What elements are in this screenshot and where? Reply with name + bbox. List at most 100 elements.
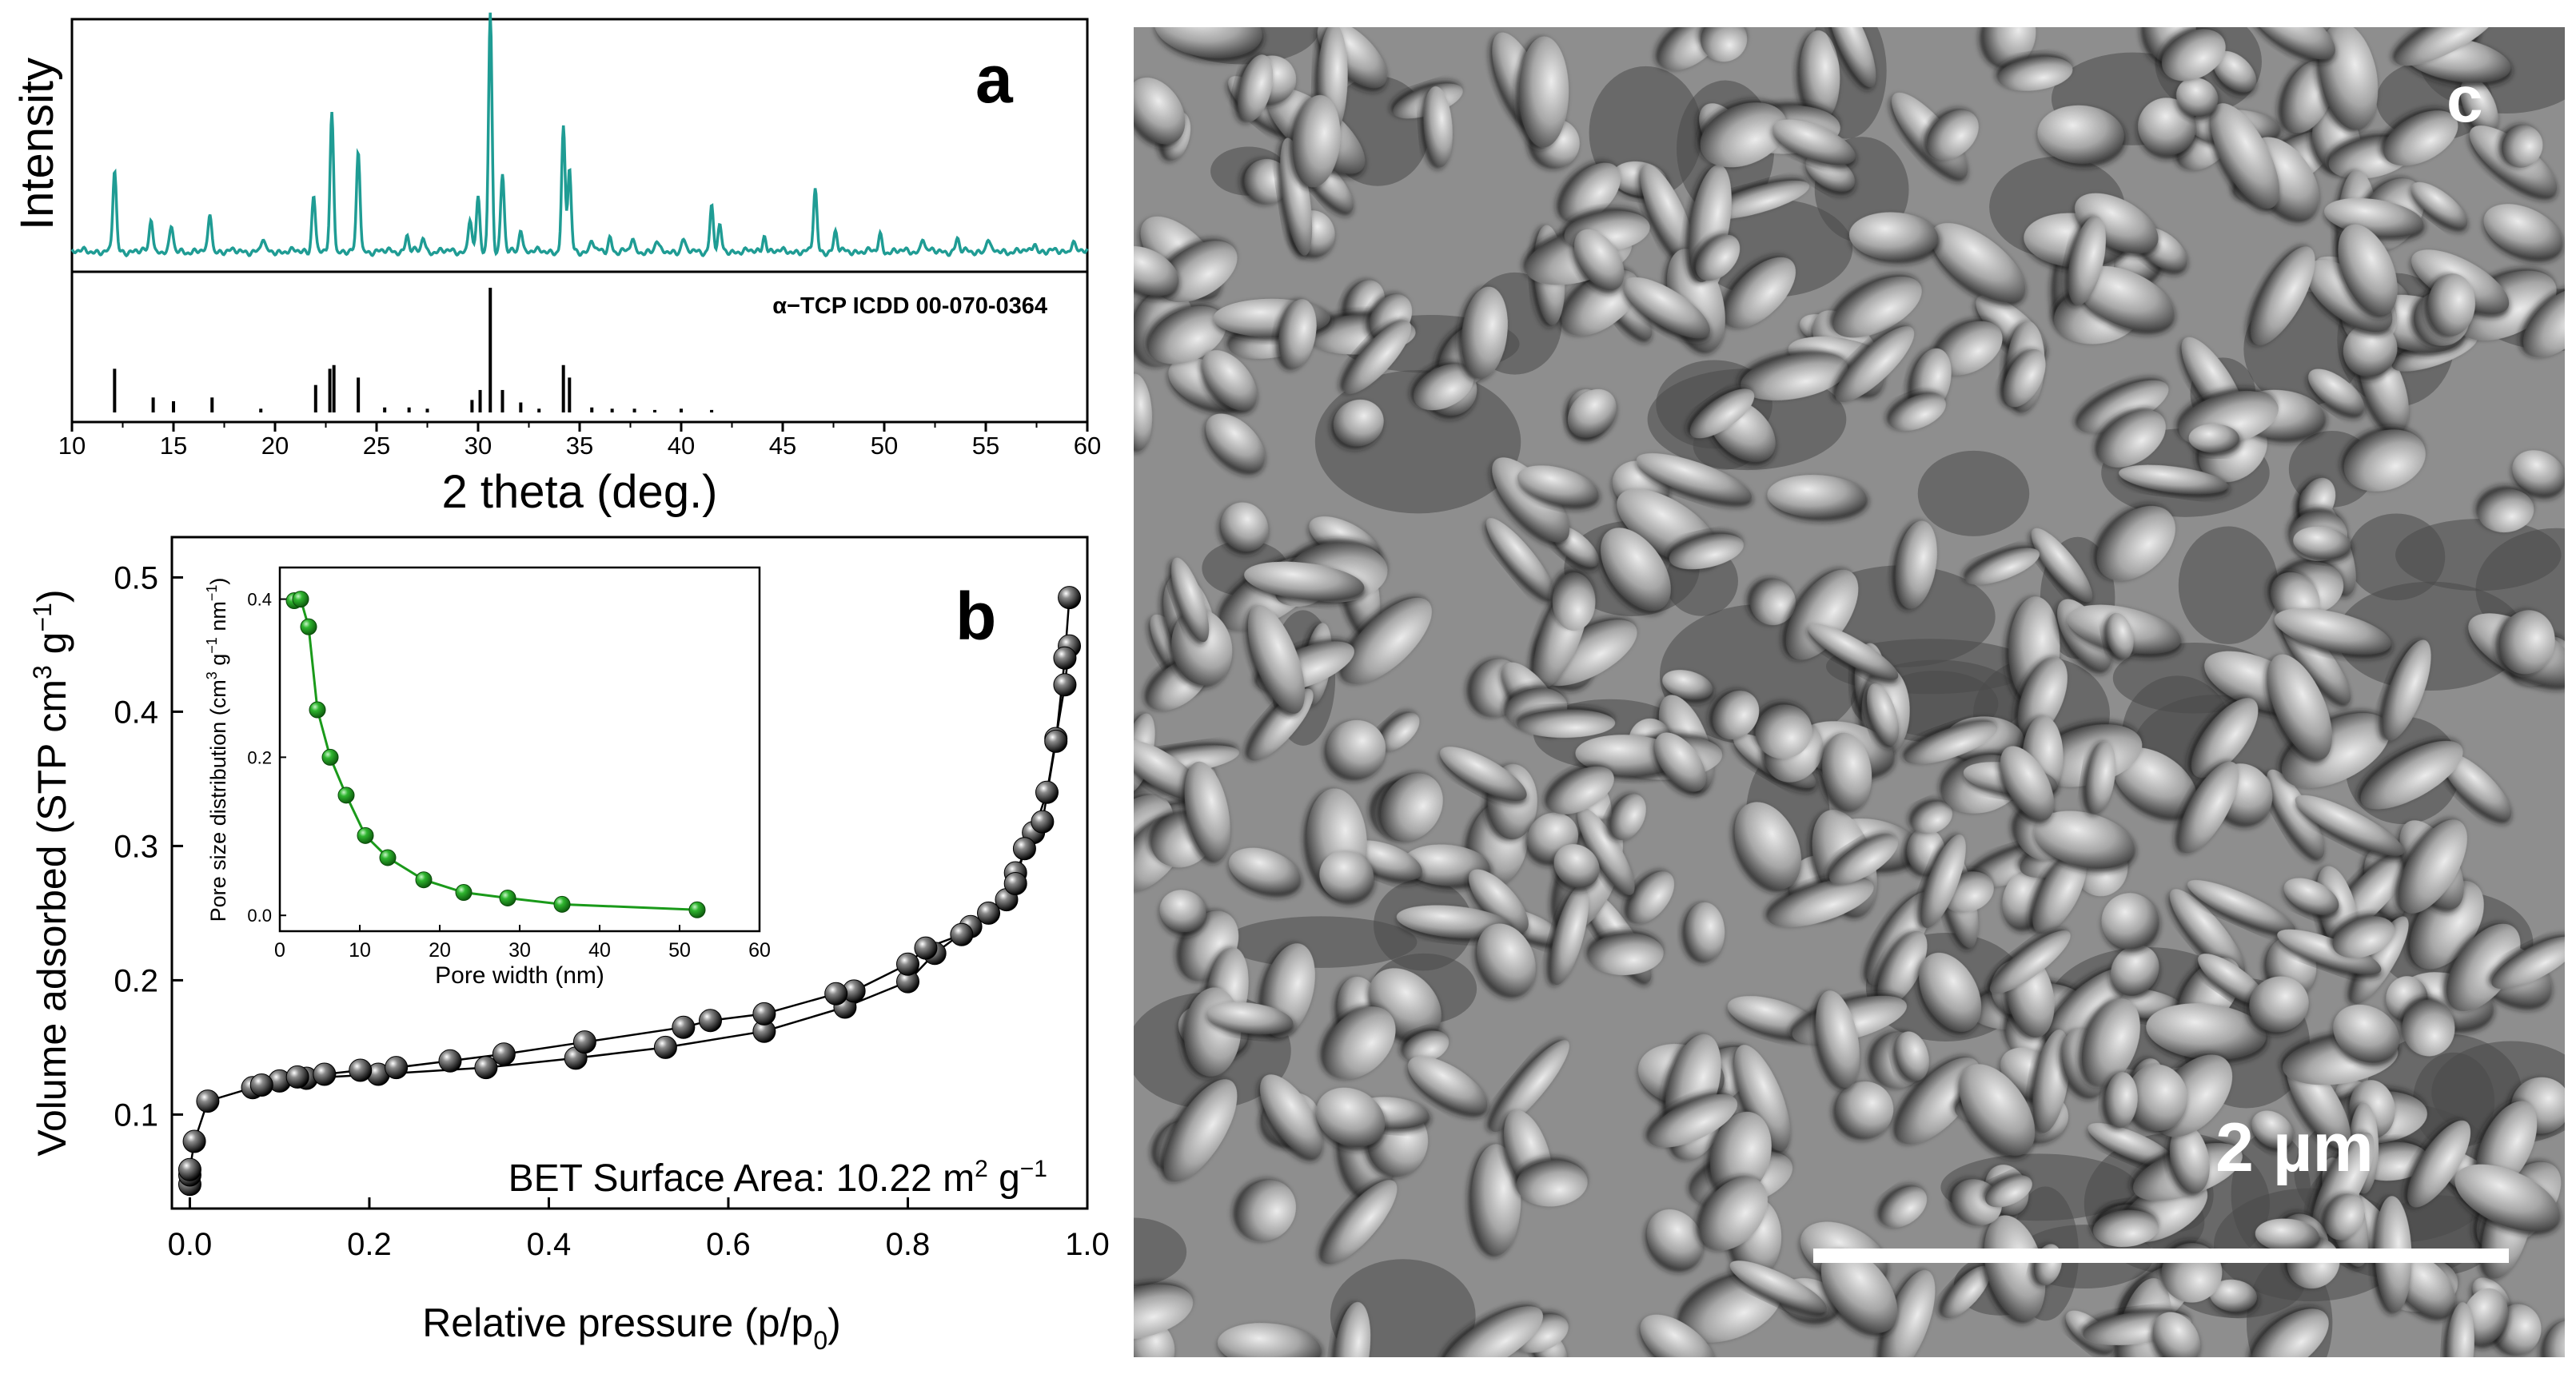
sem-grain bbox=[2076, 265, 2175, 331]
sem-grain bbox=[1785, 569, 1859, 660]
inset-point bbox=[292, 591, 309, 608]
panel-a-x-axis-label: 2 theta (deg.) bbox=[442, 466, 718, 518]
b-x-tick-label: 0.4 bbox=[527, 1227, 572, 1262]
x-tick-label: 55 bbox=[972, 432, 999, 460]
inset-x-tick-label: 50 bbox=[668, 939, 691, 962]
sem-grain bbox=[1322, 1180, 1398, 1264]
sem-grain bbox=[1171, 557, 1210, 643]
sem-grain bbox=[2032, 851, 2087, 934]
sem-grain bbox=[1326, 719, 1386, 779]
sem-grain bbox=[1941, 1265, 1991, 1319]
sem-pore bbox=[1917, 450, 2030, 536]
sem-grain bbox=[2274, 608, 2391, 655]
sem-grain bbox=[1402, 844, 1490, 886]
inset-point bbox=[499, 889, 516, 906]
isotherm-point-desorption bbox=[1044, 729, 1068, 753]
sem-grain bbox=[2085, 741, 2116, 814]
sem-grain bbox=[1662, 670, 1713, 700]
sem-grain bbox=[2460, 77, 2498, 134]
sem-grain bbox=[1378, 712, 1420, 751]
sem-grain bbox=[2277, 929, 2382, 975]
sem-grain bbox=[1440, 747, 1527, 801]
sem-grain bbox=[2543, 1320, 2565, 1357]
sem-grain bbox=[1880, 1186, 1928, 1228]
isotherm-point-desorption bbox=[1058, 586, 1082, 610]
x-tick-label: 35 bbox=[566, 432, 593, 460]
sem-pore bbox=[1224, 916, 1418, 968]
sem-grain bbox=[1334, 1301, 1371, 1357]
sem-grain bbox=[2251, 1110, 2294, 1149]
sem-grain bbox=[1734, 1045, 1791, 1151]
isotherm-point-adsorption bbox=[196, 1089, 220, 1113]
sem-grain bbox=[2255, 1218, 2319, 1253]
isotherm-point-desorption bbox=[1053, 646, 1077, 670]
isotherm-point-desorption bbox=[313, 1062, 337, 1086]
x-tick-label: 10 bbox=[58, 432, 86, 460]
sem-pore bbox=[1134, 1217, 1187, 1286]
sem-grain bbox=[1477, 923, 1536, 996]
sem-grain bbox=[2110, 945, 2159, 996]
sem-grain bbox=[1280, 137, 1313, 256]
sem-grain bbox=[1640, 164, 1696, 265]
sem-pore bbox=[2336, 581, 2526, 691]
sem-grain bbox=[1423, 86, 1453, 167]
sem-grain bbox=[2169, 1124, 2210, 1193]
sem-grain bbox=[1822, 732, 1872, 811]
sem-grain bbox=[1965, 548, 2040, 585]
x-tick-label: 60 bbox=[1074, 432, 1101, 460]
inset-x-tick-label: 40 bbox=[588, 939, 611, 962]
sem-grain bbox=[1934, 321, 2003, 376]
sem-grain bbox=[1236, 1180, 1296, 1241]
sem-grain bbox=[1750, 579, 1796, 626]
sem-grain bbox=[2383, 110, 2458, 166]
xrd-pattern-line bbox=[70, 12, 1089, 258]
sem-grain bbox=[1552, 572, 1596, 631]
sem-grain bbox=[2211, 103, 2280, 209]
sem-grain bbox=[1699, 1177, 1768, 1251]
sem-grain bbox=[2395, 27, 2498, 66]
sem-grain bbox=[1669, 534, 1744, 570]
inset-y-tick-label: 0.0 bbox=[247, 906, 272, 926]
sem-grain bbox=[1134, 245, 1179, 297]
sem-grain bbox=[1998, 56, 2073, 91]
panel-a-label: a bbox=[975, 42, 1014, 117]
panel-a-x-axis: 10 15 20 25 30 35 40 45 50 55 60 bbox=[58, 422, 1101, 460]
inset-axes: 0 10 20 30 40 50 60 0.0 0.2 0.4 bbox=[247, 590, 771, 962]
sem-pore bbox=[2178, 526, 2279, 644]
inset-point bbox=[321, 748, 339, 766]
sem-grain bbox=[1516, 1160, 1588, 1207]
sem-grain bbox=[2382, 639, 2431, 741]
sem-grain bbox=[1959, 1064, 2036, 1156]
panel-b-y-axis-label: Volume adsorbed (STP cm3 g−1) bbox=[28, 589, 74, 1156]
panel-b-bet: 0.0 0.2 0.4 0.6 0.8 1.0 0.1 0.2 0.3 0.4 0.5 b BET … bbox=[28, 536, 1110, 1355]
sem-grain bbox=[1485, 518, 1555, 599]
sem-grain bbox=[1723, 257, 1796, 329]
sem-grain bbox=[1983, 27, 2036, 68]
sem-grain bbox=[1984, 1215, 2046, 1321]
sem-grain bbox=[2250, 246, 2315, 345]
sem-grain bbox=[1206, 413, 1266, 472]
inset-x-tick-label: 0 bbox=[274, 939, 285, 962]
sem-grain bbox=[1163, 1079, 1238, 1182]
sem-grain bbox=[2446, 923, 2521, 1012]
sem-grain bbox=[2044, 968, 2130, 1046]
panel-c-sem-image: c 2 µm bbox=[1134, 27, 2565, 1357]
isotherm-point-adsorption bbox=[1053, 673, 1077, 697]
sem-grain bbox=[1689, 388, 1755, 439]
sem-grain bbox=[1827, 27, 1876, 88]
sem-grain bbox=[1648, 1094, 1737, 1148]
sem-grain bbox=[1553, 844, 1600, 888]
sem-grain bbox=[1985, 1175, 2032, 1208]
sem-grain bbox=[2081, 998, 2140, 1086]
sem-grain bbox=[1836, 1081, 1894, 1138]
sem-grain bbox=[1574, 229, 1625, 291]
sem-grain bbox=[1396, 905, 1511, 939]
inset-y-axis-label: Pore size distribution (cm3 g−1 nm−1) bbox=[204, 578, 230, 922]
sem-grain bbox=[2338, 224, 2398, 316]
isotherm-point-desorption bbox=[1031, 810, 1055, 834]
inset-point bbox=[455, 884, 473, 902]
inset-x-tick-label: 30 bbox=[508, 939, 531, 962]
sem-grain bbox=[1808, 623, 1899, 680]
sem-grain bbox=[2360, 740, 2463, 810]
sem-grain bbox=[2170, 889, 2245, 977]
